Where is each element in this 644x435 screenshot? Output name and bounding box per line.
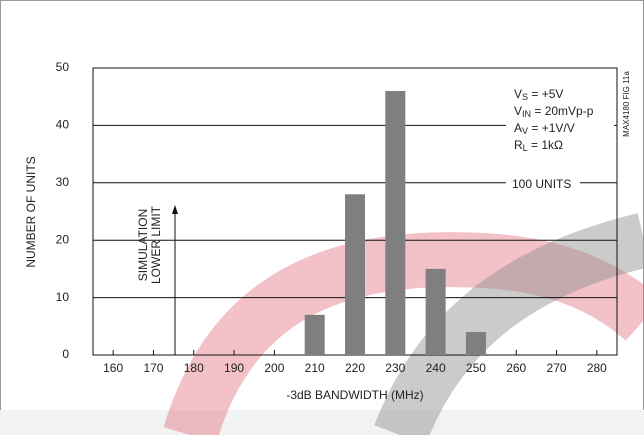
condition-text: = +5V <box>528 87 563 101</box>
condition-text: = 20mVp-p <box>531 104 594 118</box>
limit-note: SIMULATION <box>136 209 150 281</box>
x-tick-label: 170 <box>143 361 163 375</box>
condition-sub: V <box>522 126 528 136</box>
bar <box>345 194 365 355</box>
y-tick-label: 30 <box>56 175 70 189</box>
figure-id: MAX4180 FIG 11a <box>622 71 631 137</box>
condition: RL = 1kΩ <box>514 138 563 153</box>
condition-sub: IN <box>522 109 531 119</box>
limit-arrowhead <box>172 205 178 214</box>
condition: VIN = 20mVp-p <box>514 104 594 119</box>
watermark-red <box>163 232 644 435</box>
condition-text: = +1V/V <box>528 121 575 135</box>
plot: 0 10 20 30 40 50 160 170 180 190 200 210 220 230 240 25… <box>56 60 618 375</box>
bar <box>385 90 406 356</box>
annotation-bg <box>506 84 614 156</box>
condition-symbol: V <box>514 87 522 101</box>
x-tick-label: 230 <box>385 361 405 375</box>
y-axis-label: NUMBER OF UNITS <box>24 156 38 267</box>
x-tick-label: 260 <box>506 361 526 375</box>
y-tick-label: 40 <box>56 118 70 132</box>
x-tick-label: 220 <box>345 361 365 375</box>
condition-sub: L <box>523 143 528 153</box>
x-tick-label: 280 <box>587 361 607 375</box>
y-tick-label: 10 <box>56 290 70 304</box>
y-tick-label: 0 <box>62 347 69 361</box>
condition-symbol: R <box>514 138 523 152</box>
x-tick-label: 250 <box>466 361 486 375</box>
annotation-bg <box>506 176 580 192</box>
limit-note: LOWER LIMIT <box>149 205 163 284</box>
condition: AV = +1V/V <box>514 121 575 136</box>
bar <box>425 268 446 355</box>
x-axis-label: -3dB BANDWIDTH (MHz) <box>286 388 423 402</box>
condition: VS = +5V <box>514 87 563 102</box>
x-tick-label: 270 <box>547 361 567 375</box>
y-tick-label: 50 <box>56 60 70 74</box>
bar <box>465 332 486 355</box>
x-tick-label: 160 <box>103 361 123 375</box>
condition-text: = 1kΩ <box>528 138 563 152</box>
bar <box>304 314 325 355</box>
x-tick-label: 190 <box>224 361 244 375</box>
x-tick-label: 210 <box>305 361 325 375</box>
x-tick-label: 200 <box>264 361 284 375</box>
x-tick-label: 180 <box>184 361 204 375</box>
x-tick-label: 240 <box>426 361 446 375</box>
condition-sub: S <box>522 92 528 102</box>
total-note: 100 UNITS <box>512 177 571 191</box>
y-tick-label: 20 <box>56 232 70 246</box>
watermark-gray <box>374 213 644 435</box>
condition-symbol: A <box>514 121 522 135</box>
footer-band <box>0 410 644 435</box>
condition-symbol: V <box>514 104 522 118</box>
